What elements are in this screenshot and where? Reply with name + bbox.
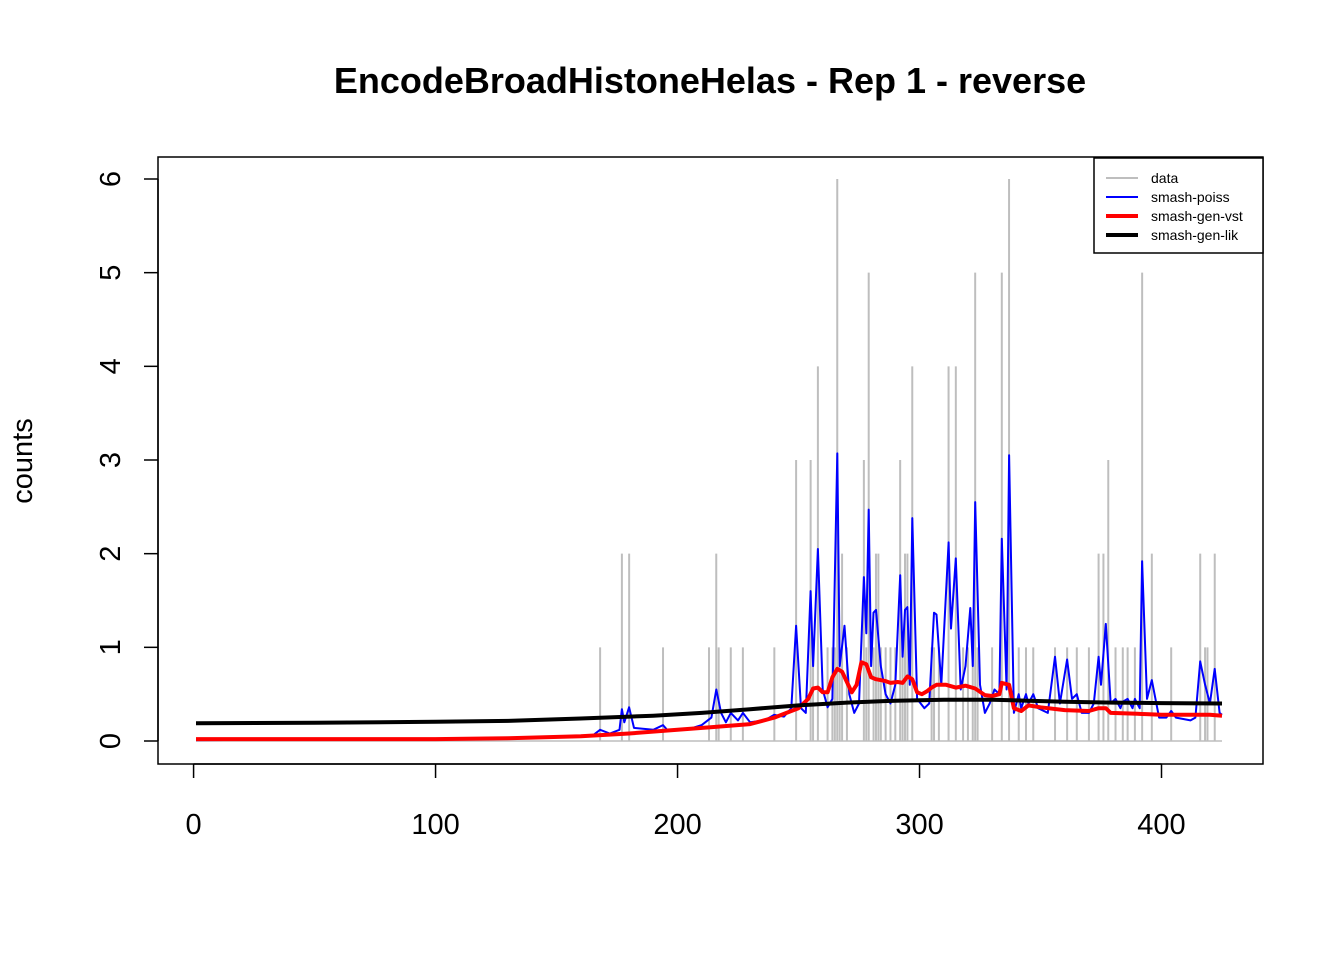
- y-tick-label: 5: [95, 265, 127, 281]
- series-smash-gen-lik: [195, 697, 1223, 726]
- x-tick-label: 400: [1137, 809, 1185, 841]
- y-tick-label: 0: [95, 733, 127, 749]
- y-tick-label: 3: [95, 452, 127, 468]
- x-tick-label: 200: [653, 809, 701, 841]
- x-tick-label: 0: [186, 809, 202, 841]
- x-tick-label: 100: [411, 809, 459, 841]
- legend-label: data: [1151, 170, 1178, 186]
- chart-title: EncodeBroadHistoneHelas - Rep 1 - revers…: [334, 60, 1086, 101]
- legend-label: smash-gen-vst: [1151, 208, 1243, 224]
- legend-label: smash-gen-lik: [1151, 227, 1239, 243]
- series-smash-poiss: [195, 452, 1223, 742]
- x-tick-label: 300: [895, 809, 943, 841]
- data-bars: [196, 179, 1222, 742]
- y-tick-label: 4: [95, 358, 127, 374]
- series-lines: [195, 452, 1223, 742]
- y-tick-label: 6: [95, 171, 127, 187]
- y-tick-label: 2: [95, 546, 127, 562]
- legend: data smash-poiss smash-gen-vst smash-gen-li…: [1093, 157, 1264, 254]
- legend-label: smash-poiss: [1151, 189, 1230, 205]
- y-axis-label: counts: [7, 418, 39, 503]
- y-tick-label: 1: [95, 639, 127, 655]
- legend-box: [1093, 157, 1264, 254]
- axes: 0 100 200 300 400 0 1 2 3 4 5 6: [95, 171, 1186, 841]
- series-smash-gen-vst: [196, 660, 1223, 742]
